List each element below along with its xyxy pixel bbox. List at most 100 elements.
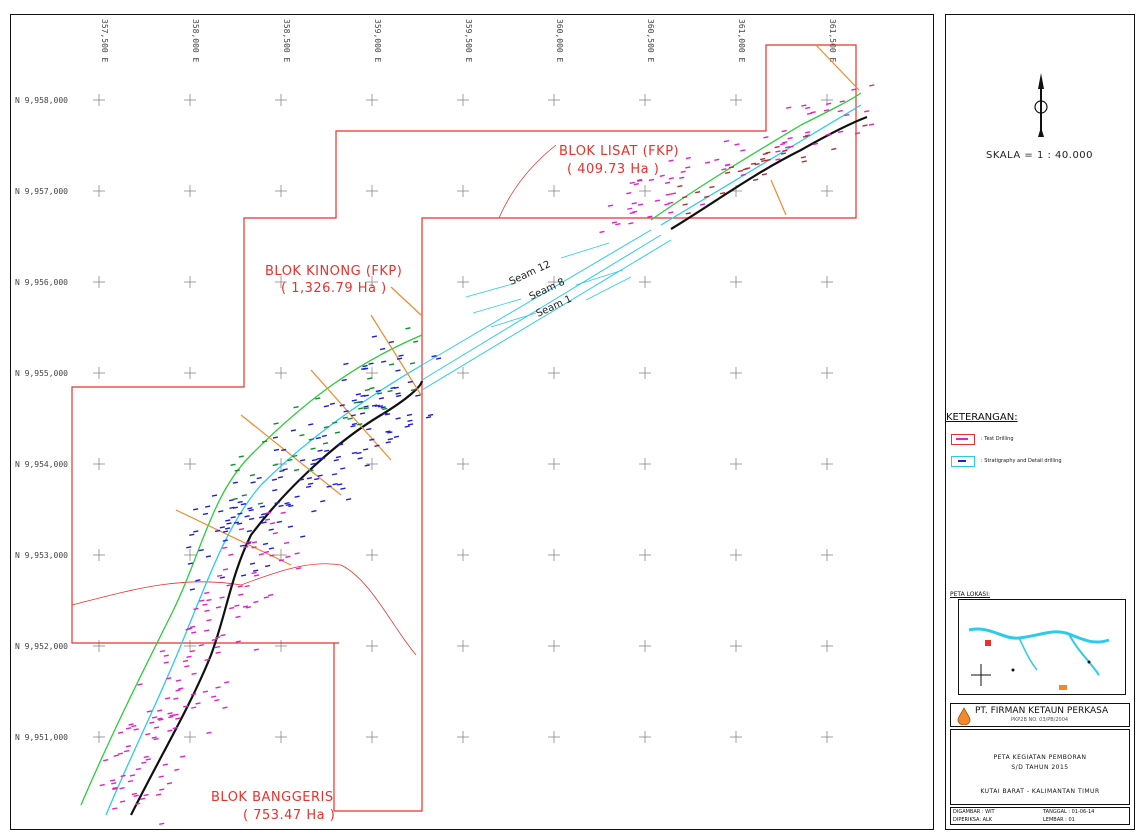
drill-hole-test: [159, 822, 165, 826]
drill-hole-test: [204, 591, 210, 595]
northing-label: N 9,958,000: [15, 96, 68, 105]
drill-hole-stratigraphy: [374, 444, 380, 448]
drill-hole-stratigraphy: [232, 506, 238, 509]
drill-hole-red: [759, 157, 766, 161]
drill-hole-stratigraphy: [272, 436, 279, 439]
drill-hole-stratigraphy: [329, 402, 336, 406]
drill-hole-test: [680, 170, 686, 173]
drill-hole-test: [611, 221, 618, 224]
sheet-number: LEMBAR : 01: [1043, 817, 1075, 823]
drill-hole-stratigraphy: [258, 516, 265, 519]
drill-hole-test: [615, 223, 621, 226]
drill-hole-test: [175, 717, 181, 720]
drill-hole-green: [293, 405, 299, 409]
drill-hole-stratigraphy: [314, 477, 320, 481]
drill-hole-stratigraphy: [186, 546, 192, 549]
drill-hole-test: [158, 775, 164, 778]
drill-hole-test: [628, 222, 634, 225]
drill-hole-test: [163, 654, 169, 657]
drill-hole-stratigraphy: [393, 435, 400, 439]
drill-hole-red: [780, 152, 787, 155]
drill-hole-test: [127, 780, 134, 783]
drill-hole-test: [659, 174, 665, 178]
drill-hole-stratigraphy: [363, 448, 369, 451]
drill-hole-test: [175, 689, 181, 692]
inset-map-drawing: [968, 627, 1110, 690]
drill-hole-test: [145, 758, 151, 761]
easting-label: 361,000 E: [737, 19, 746, 63]
drill-hole-stratigraphy: [317, 449, 323, 452]
easting-label: 360,500 E: [646, 19, 655, 63]
internal-boundary-line: [498, 144, 557, 219]
drill-hole-green: [353, 401, 359, 404]
drill-hole-red: [761, 173, 768, 176]
drill-hole-stratigraphy: [281, 448, 287, 452]
drill-hole-test: [214, 698, 220, 702]
drill-hole-test: [812, 142, 819, 146]
drill-hole-stratigraphy: [198, 548, 204, 552]
drill-hole-test: [837, 109, 843, 113]
drill-hole-test: [629, 181, 635, 184]
drill-hole-test: [224, 681, 230, 684]
drill-hole-test: [235, 640, 241, 643]
drill-hole-test: [140, 797, 146, 801]
drill-hole-test: [191, 672, 197, 675]
drill-hole-test: [280, 511, 286, 515]
drill-hole-stratigraphy: [368, 362, 374, 365]
drill-hole-test: [204, 629, 210, 632]
drill-hole-stratigraphy: [323, 405, 330, 408]
drill-hole-red: [728, 166, 735, 169]
drill-hole-test: [189, 650, 195, 653]
drill-hole-test: [269, 554, 275, 557]
drill-hole-test: [234, 604, 240, 607]
stratigraphy-swatch: [951, 455, 975, 467]
drill-hole-green: [322, 442, 329, 445]
north-arrow-icon: [1034, 73, 1048, 137]
drill-hole-stratigraphy: [225, 519, 231, 522]
drill-hole-test: [153, 737, 159, 741]
section-line: [815, 44, 860, 91]
drill-hole-stratigraphy: [300, 535, 306, 538]
drill-hole-stratigraphy: [381, 360, 387, 363]
drill-hole-test: [137, 683, 143, 686]
drill-hole-red: [719, 191, 726, 195]
drill-hole-stratigraphy: [230, 516, 236, 519]
drill-hole-test: [647, 215, 653, 218]
drill-hole-stratigraphy: [369, 438, 375, 441]
drill-hole-stratigraphy: [317, 474, 323, 477]
drill-hole-stratigraphy: [224, 527, 231, 530]
drill-hole-test: [272, 532, 279, 535]
drill-hole-stratigraphy: [226, 522, 232, 525]
drill-hole-stratigraphy: [219, 526, 225, 529]
drill-hole-test: [740, 173, 746, 177]
block-name-label: BLOK BANGGERIS: [211, 790, 334, 805]
drill-hole-test: [237, 585, 243, 588]
drill-hole-test: [195, 702, 201, 705]
drawn-by: DIGAMBAR : WIT: [953, 809, 995, 815]
drill-hole-test: [135, 802, 141, 805]
drill-hole-stratigraphy: [218, 510, 224, 513]
drill-hole-test: [117, 752, 124, 755]
drill-hole-test: [763, 136, 769, 139]
drill-hole-test: [167, 712, 173, 715]
drill-hole-red: [801, 160, 807, 163]
drill-hole-test: [229, 606, 235, 610]
drill-hole-stratigraphy: [219, 576, 226, 579]
drill-hole-test: [125, 727, 132, 730]
checked-by: DIPERIKSA: ALK: [953, 817, 993, 823]
drill-hole-red: [802, 135, 809, 138]
drill-hole-test: [607, 204, 614, 207]
drill-hole-stratigraphy: [363, 367, 369, 371]
drill-hole-stratigraphy: [377, 405, 384, 408]
drill-hole-stratigraphy: [248, 517, 255, 521]
drill-hole-green: [238, 455, 244, 458]
drawing-date: TANGGAL : 01-06-14: [1043, 809, 1095, 815]
drill-hole-test: [679, 176, 685, 180]
drill-hole-stratigraphy: [256, 476, 262, 480]
drill-hole-green: [405, 327, 411, 330]
drill-hole-test: [193, 607, 199, 611]
drill-hole-test: [146, 710, 152, 713]
drill-hole-test: [810, 111, 816, 114]
drill-hole-green: [249, 473, 256, 477]
easting-label: 358,000 E: [191, 19, 200, 63]
